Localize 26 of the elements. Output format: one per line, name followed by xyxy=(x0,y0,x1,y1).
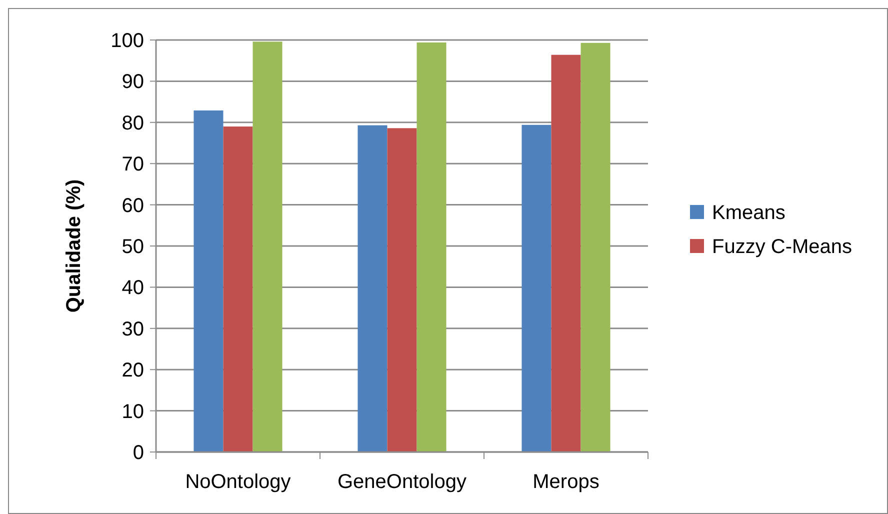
x-tick-label: NoOntology xyxy=(185,471,291,493)
bar xyxy=(358,125,388,452)
legend-label: Kmeans xyxy=(712,202,786,224)
y-tick-label: 80 xyxy=(122,112,144,134)
y-tick-label: 0 xyxy=(132,442,144,464)
bar xyxy=(522,124,552,452)
legend-label: Fuzzy C-Means xyxy=(712,236,852,258)
bar xyxy=(580,42,610,452)
bar xyxy=(223,126,253,452)
y-tick-label: 50 xyxy=(122,236,144,258)
y-tick-label: 60 xyxy=(122,194,144,217)
bar xyxy=(387,128,417,452)
bar xyxy=(252,42,282,452)
bar xyxy=(551,54,581,452)
y-tick-label: 30 xyxy=(122,318,144,340)
x-tick-label: Merops xyxy=(532,471,600,493)
bar xyxy=(416,42,446,452)
y-tick-label: 10 xyxy=(122,400,144,423)
y-axis-title: Qualidade (%) xyxy=(63,179,85,313)
y-tick-label: 100 xyxy=(110,30,144,52)
x-tick-label: GeneOntology xyxy=(338,471,466,493)
y-tick-label: 70 xyxy=(122,154,144,176)
y-tick-label: 90 xyxy=(122,71,144,94)
y-tick-label: 40 xyxy=(122,277,144,300)
bar xyxy=(194,110,224,452)
y-tick-label: 20 xyxy=(122,360,144,382)
